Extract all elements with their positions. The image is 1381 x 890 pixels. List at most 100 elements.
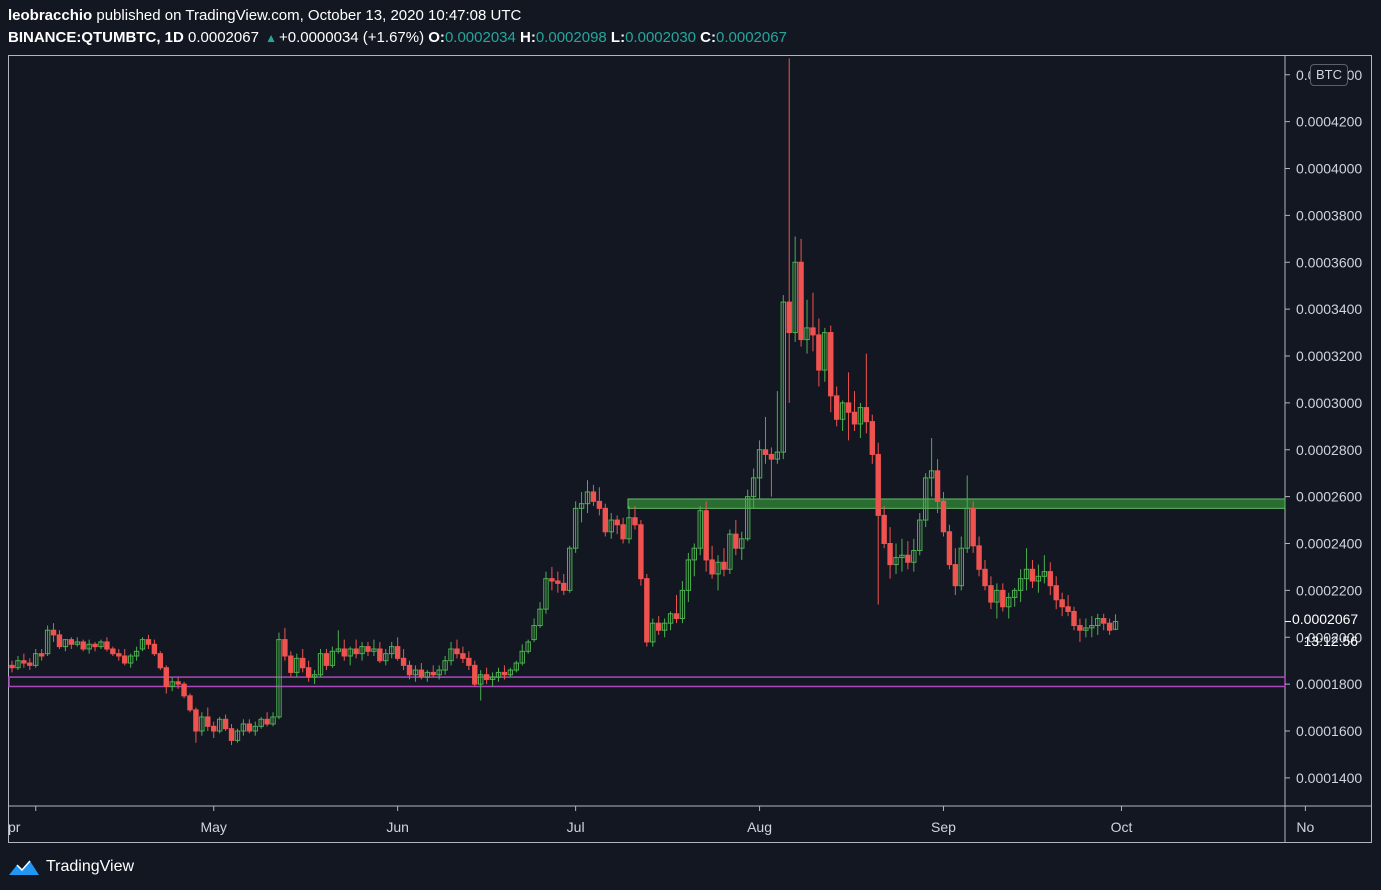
candle-body[interactable] xyxy=(1041,571,1048,577)
candle-body[interactable] xyxy=(341,648,347,657)
candle-body[interactable] xyxy=(44,629,51,655)
candle-body[interactable] xyxy=(389,646,395,655)
candle-body[interactable] xyxy=(679,589,686,619)
candle-body[interactable] xyxy=(353,648,359,655)
candle-body[interactable] xyxy=(667,613,674,624)
candle-body[interactable] xyxy=(590,491,597,502)
candle-body[interactable] xyxy=(228,728,235,741)
candle-body[interactable] xyxy=(347,648,353,657)
tradingview-logo-icon[interactable] xyxy=(8,857,40,877)
candle-body[interactable] xyxy=(1100,618,1107,624)
candle-body[interactable] xyxy=(798,261,804,341)
candle-body[interactable] xyxy=(276,639,282,718)
candle-body[interactable] xyxy=(1023,568,1030,580)
candle-body[interactable] xyxy=(38,653,45,657)
candle-body[interactable] xyxy=(169,681,175,687)
candle-body[interactable] xyxy=(727,533,733,570)
candle-body[interactable] xyxy=(792,261,798,334)
candle-body[interactable] xyxy=(661,622,668,631)
candle-body[interactable] xyxy=(934,470,941,502)
candle-body[interactable] xyxy=(822,332,828,371)
candle-body[interactable] xyxy=(608,519,614,533)
candle-body[interactable] xyxy=(383,653,389,662)
candle-body[interactable] xyxy=(216,718,223,732)
candle-body[interactable] xyxy=(92,643,98,648)
candle-body[interactable] xyxy=(519,650,525,664)
candle-body[interactable] xyxy=(567,547,573,591)
candle-body[interactable] xyxy=(234,730,241,741)
candle-body[interactable] xyxy=(466,657,472,666)
candle-body[interactable] xyxy=(839,402,846,420)
candle-body[interactable] xyxy=(145,639,152,645)
candle-body[interactable] xyxy=(1065,606,1071,612)
candle-body[interactable] xyxy=(98,641,104,648)
candle-body[interactable] xyxy=(15,660,21,669)
candle-body[interactable] xyxy=(412,669,419,676)
candle-body[interactable] xyxy=(1095,618,1101,627)
candle-body[interactable] xyxy=(175,681,181,685)
candle-body[interactable] xyxy=(976,545,982,570)
candle-body[interactable] xyxy=(810,327,816,336)
candle-body[interactable] xyxy=(116,653,122,657)
candle-body[interactable] xyxy=(1000,589,1006,608)
candle-body[interactable] xyxy=(335,648,342,652)
candle-body[interactable] xyxy=(424,671,431,678)
candle-body[interactable] xyxy=(922,477,929,521)
candle-body[interactable] xyxy=(288,655,294,673)
candle-body[interactable] xyxy=(205,716,211,727)
candle-body[interactable] xyxy=(768,453,775,460)
candle-body[interactable] xyxy=(584,491,591,505)
candle-body[interactable] xyxy=(181,683,187,697)
candle-body[interactable] xyxy=(733,533,739,549)
candle-body[interactable] xyxy=(1029,568,1036,582)
candle-body[interactable] xyxy=(626,517,632,540)
candle-body[interactable] xyxy=(828,332,834,397)
candle-body[interactable] xyxy=(881,514,887,544)
candle-body[interactable] xyxy=(442,660,448,671)
candle-body[interactable] xyxy=(110,648,116,655)
candle-body[interactable] xyxy=(62,639,69,648)
candle-body[interactable] xyxy=(928,470,935,479)
candle-body[interactable] xyxy=(300,657,306,669)
candle-body[interactable] xyxy=(472,664,478,685)
candle-body[interactable] xyxy=(946,531,953,566)
candle-body[interactable] xyxy=(673,613,680,619)
candle-body[interactable] xyxy=(774,451,781,460)
candle-body[interactable] xyxy=(650,622,656,643)
candle-body[interactable] xyxy=(489,676,496,680)
resistance-zone[interactable] xyxy=(627,498,1286,509)
candle-body[interactable] xyxy=(715,561,721,575)
candle-body[interactable] xyxy=(151,643,158,655)
candle-body[interactable] xyxy=(845,402,852,413)
candle-body[interactable] xyxy=(833,395,840,420)
candle-body[interactable] xyxy=(448,648,454,662)
candle-body[interactable] xyxy=(86,643,92,650)
candle-body[interactable] xyxy=(721,561,727,570)
candle-body[interactable] xyxy=(305,667,312,678)
candle-body[interactable] xyxy=(549,578,555,582)
candle-body[interactable] xyxy=(762,449,769,455)
candle-body[interactable] xyxy=(531,625,537,641)
candle-body[interactable] xyxy=(50,629,57,636)
candle-body[interactable] xyxy=(104,641,110,650)
candle-body[interactable] xyxy=(1112,621,1119,630)
candle-body[interactable] xyxy=(282,639,288,657)
candle-body[interactable] xyxy=(454,648,460,655)
candle-body[interactable] xyxy=(377,648,383,662)
candle-body[interactable] xyxy=(691,547,697,561)
candle-body[interactable] xyxy=(1083,627,1089,631)
candle-body[interactable] xyxy=(638,524,644,580)
candle-body[interactable] xyxy=(1053,585,1059,601)
candle-body[interactable] xyxy=(739,538,745,549)
candle-body[interactable] xyxy=(1017,578,1024,591)
candle-body[interactable] xyxy=(964,507,970,549)
candle-body[interactable] xyxy=(400,657,407,666)
candle-body[interactable] xyxy=(127,655,134,664)
candle-body[interactable] xyxy=(460,653,466,659)
tradingview-brand[interactable]: TradingView xyxy=(46,858,135,875)
candle-body[interactable] xyxy=(620,524,626,540)
candle-body[interactable] xyxy=(1071,610,1077,627)
candle-body[interactable] xyxy=(899,554,905,559)
candle-body[interactable] xyxy=(222,718,229,730)
candle-body[interactable] xyxy=(917,519,923,552)
